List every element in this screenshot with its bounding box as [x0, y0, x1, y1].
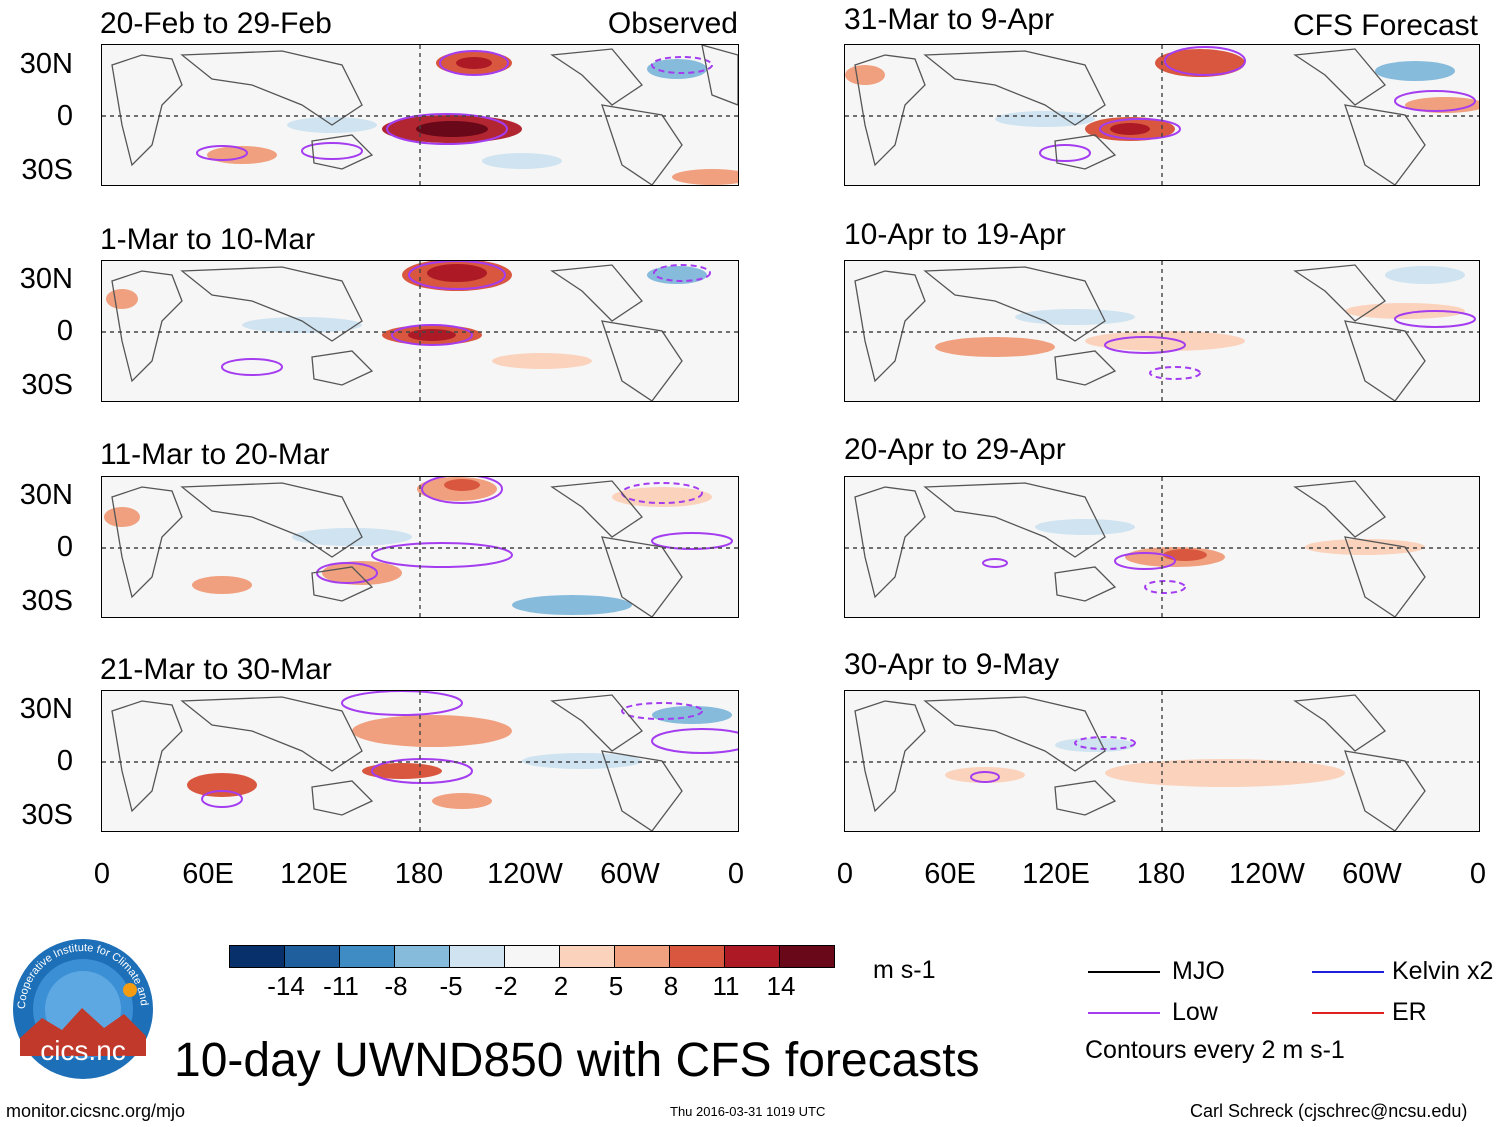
lat-label: 30N	[19, 693, 73, 725]
panel-title: 31-Mar to 9-Apr	[844, 3, 1055, 36]
panel-title: 20-Feb to 29-Feb	[100, 7, 332, 40]
logo-text: cics.nc	[40, 1035, 126, 1066]
lon-label: 180	[394, 858, 444, 890]
lat-label: 30S	[21, 799, 73, 831]
colorbar-box	[779, 945, 835, 968]
colorbar-box	[669, 945, 725, 968]
legend-label-kelvin: Kelvin x2	[1392, 957, 1494, 985]
map-panel-observed-2	[101, 260, 739, 402]
colorbar-box	[394, 945, 450, 968]
panel-title: 30-Apr to 9-May	[844, 648, 1060, 681]
colorbar	[229, 945, 835, 968]
forecast-label: CFS Forecast	[1292, 9, 1478, 42]
colorbar-box	[559, 945, 615, 968]
lon-label: 0	[727, 858, 745, 890]
lon-label: 120W	[1229, 858, 1305, 890]
colorbar-label: 2	[553, 971, 569, 1001]
lat-label: 30N	[19, 479, 73, 511]
lat-label: 30S	[21, 585, 73, 617]
panel-title: 21-Mar to 30-Mar	[100, 653, 332, 686]
contour-note: Contours every 2 m s-1	[1085, 1036, 1345, 1064]
lat-label: 0	[56, 531, 73, 563]
lon-label: 60E	[924, 858, 976, 890]
lat-label: 0	[56, 745, 73, 777]
colorbar-box	[339, 945, 395, 968]
lat-label: 0	[56, 315, 73, 347]
legend-label-low: Low	[1172, 998, 1218, 1026]
units-label: m s-1	[873, 956, 936, 984]
colorbar-label: 14	[766, 971, 796, 1001]
colorbar-box	[504, 945, 560, 968]
figure-title: 10-day UWND850 with CFS forecasts	[174, 1034, 980, 1087]
colorbar-label: -5	[439, 971, 463, 1001]
legend-label-mjo: MJO	[1172, 957, 1225, 985]
legend-line-kelvin	[1312, 971, 1384, 973]
map-panel-observed-3	[101, 476, 739, 618]
lon-label: 0	[93, 858, 111, 890]
footer-url: monitor.cicsnc.org/mjo	[6, 1101, 186, 1121]
lon-label: 60W	[600, 858, 660, 890]
lon-label: 120W	[487, 858, 563, 890]
panel-title: 11-Mar to 20-Mar	[100, 438, 330, 471]
lon-label: 180	[1136, 858, 1186, 890]
map-panel-forecast-2	[844, 260, 1480, 402]
footer-credit: Carl Schreck (cjschrec@ncsu.edu)	[1190, 1101, 1468, 1121]
lat-label: 0	[56, 100, 73, 132]
legend-line-mjo	[1088, 971, 1160, 973]
lon-label: 120E	[1022, 858, 1090, 890]
lon-label: 60E	[182, 858, 234, 890]
map-panel-forecast-4	[844, 690, 1480, 832]
lon-label: 0	[836, 858, 854, 890]
colorbar-box	[449, 945, 505, 968]
lat-label: 30S	[21, 369, 73, 401]
legend-label-er: ER	[1392, 998, 1427, 1026]
colorbar-box	[284, 945, 340, 968]
legend-line-low	[1088, 1012, 1160, 1014]
colorbar-label: 5	[608, 971, 624, 1001]
colorbar-label: 8	[663, 971, 679, 1001]
lon-label: 120E	[280, 858, 348, 890]
lon-label: 0	[1469, 858, 1487, 890]
panel-title: 10-Apr to 19-Apr	[844, 218, 1066, 251]
map-panel-forecast-3	[844, 476, 1480, 618]
colorbar-label: -2	[494, 971, 518, 1001]
lat-label: 30N	[19, 263, 73, 295]
observed-label: Observed	[607, 7, 738, 40]
colorbar-box	[724, 945, 780, 968]
footer-timestamp: Thu 2016-03-31 1019 UTC	[670, 1104, 826, 1119]
map-panel-observed-1	[101, 44, 739, 186]
lat-label: 30S	[21, 154, 73, 186]
colorbar-label: -11	[323, 971, 359, 1001]
map-panel-forecast-1	[844, 44, 1480, 186]
lat-label: 30N	[19, 48, 73, 80]
map-panel-observed-4	[101, 690, 739, 832]
colorbar-label: -14	[267, 971, 305, 1001]
lon-label: 60W	[1342, 858, 1402, 890]
legend-line-er	[1312, 1012, 1384, 1014]
colorbar-box	[614, 945, 670, 968]
panel-title: 20-Apr to 29-Apr	[844, 433, 1066, 466]
cicsnc-logo: Cooperative Institute for Climate and Sa…	[8, 929, 154, 1080]
panel-title: 1-Mar to 10-Mar	[100, 223, 316, 256]
colorbar-label: 11	[712, 971, 740, 1001]
colorbar-box	[229, 945, 285, 968]
colorbar-label: -8	[384, 971, 408, 1001]
